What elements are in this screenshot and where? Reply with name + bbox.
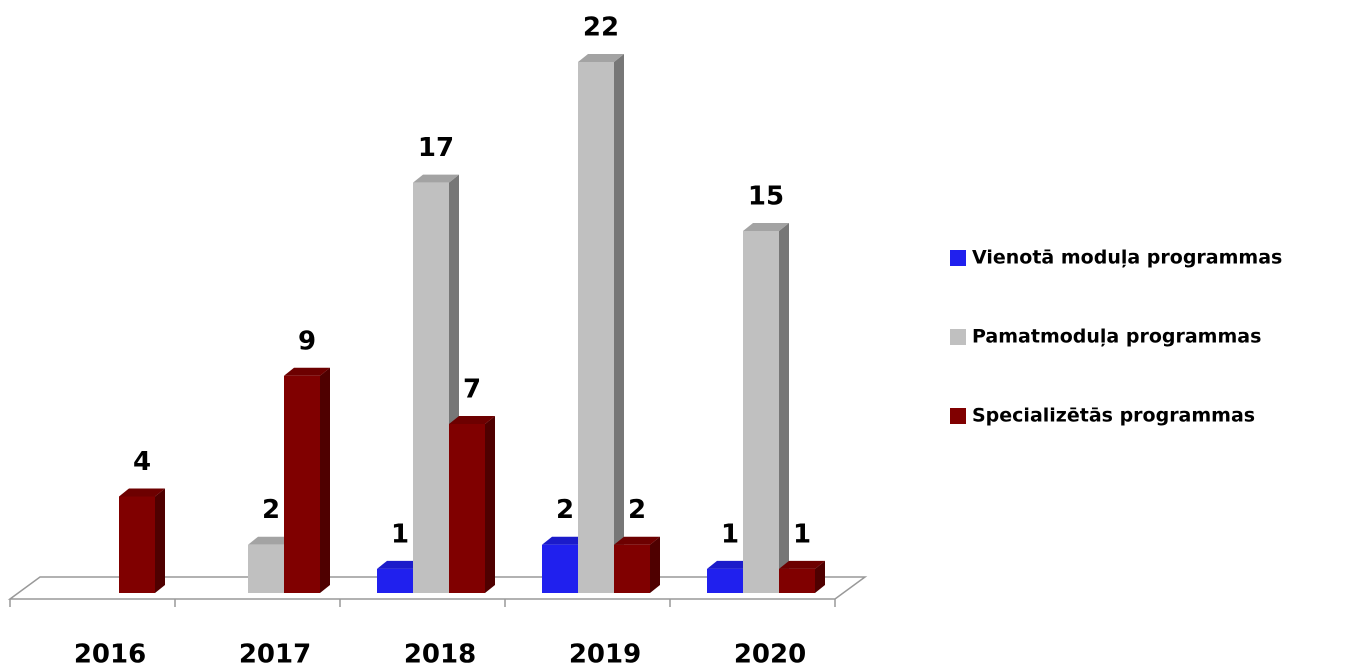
data-label: 17 [418,133,454,163]
bar-face [248,544,284,593]
bar-face [815,560,825,593]
x-tick-label: 2018 [404,640,476,669]
bar-face [413,182,449,593]
data-label: 22 [583,13,619,43]
bar-face [614,536,660,545]
data-label: 15 [748,181,784,211]
legend-swatch [950,329,966,345]
data-label: 1 [793,519,811,549]
data-label: 1 [391,519,409,549]
legend-label: Specializētās programmas [972,405,1255,427]
bar [578,54,624,593]
bar-face [578,54,624,62]
bar-face [119,496,155,593]
bar-face [485,416,495,593]
bar-face [377,568,413,593]
bar-face [284,375,320,593]
bar [614,536,660,593]
data-label: 2 [556,495,574,525]
data-label: 7 [463,375,481,405]
x-tick-label: 2020 [734,640,806,669]
bar [284,367,330,593]
bar-face [119,488,165,497]
legend-swatch [950,408,966,424]
bar-face [743,222,789,231]
bar-face [779,568,815,593]
bar [779,560,825,593]
bar-face [614,544,650,593]
bar-face [614,54,624,593]
bar-face [413,174,459,183]
data-label: 4 [133,447,151,477]
bar-face [779,222,789,594]
legend-swatch [950,250,966,266]
bar-face [743,230,779,594]
bar-face [284,367,330,376]
bar-face [779,560,825,569]
bar-face [155,488,165,593]
bar [449,416,495,593]
bar-face [542,536,588,545]
x-tick-label: 2016 [74,640,146,669]
data-label: 2 [628,495,646,525]
legend-label: Vienotā moduļa programmas [972,247,1282,269]
data-label: 2 [262,495,280,525]
bar-face [542,544,578,593]
x-tick-label: 2017 [239,640,311,669]
data-label: 9 [298,326,316,356]
bar-face [248,536,294,545]
bar-face [377,560,423,569]
bar-face [449,424,485,593]
bar-face [578,62,614,593]
data-label: 1 [721,519,739,549]
bar-face [707,568,743,593]
x-tick-label: 2019 [569,640,641,669]
legend-label: Pamatmoduļa programmas [972,326,1261,348]
bar-face [707,560,753,569]
bar [119,488,165,593]
bar-face [320,367,330,593]
bar-face [650,536,660,593]
bar [743,222,789,594]
bar-face [449,416,495,425]
